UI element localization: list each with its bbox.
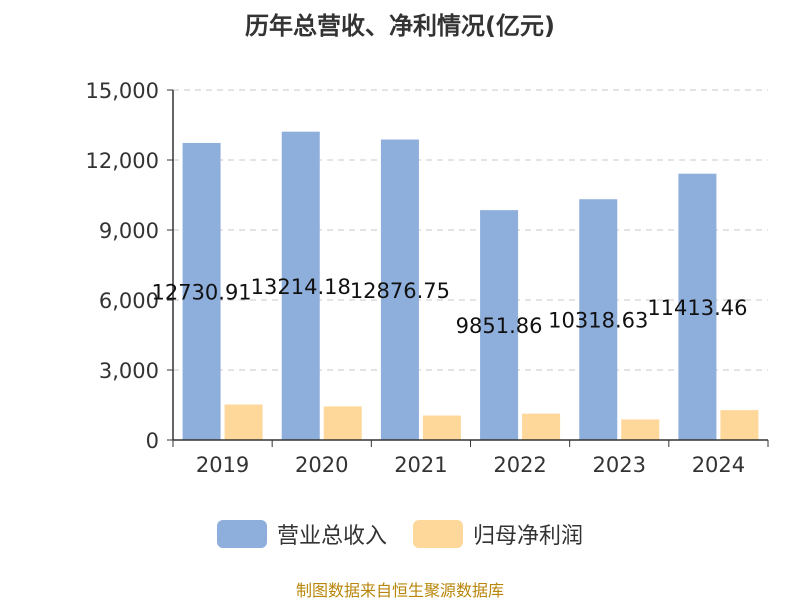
bar-profit [323,406,362,440]
legend-item-profit[interactable]: 归母净利润 [413,518,583,550]
bar-revenue [182,142,221,440]
bar-group [182,131,759,441]
data-label-revenue: 13214.18 [251,275,351,299]
x-tick-label: 2023 [593,453,646,477]
bar-profit [422,415,461,440]
y-tick-label: 0 [146,429,159,453]
legend-swatch-profit [413,520,463,548]
legend-swatch-revenue [216,520,267,548]
data-label-revenue: 9851.86 [456,314,543,338]
x-tick-label: 2020 [295,453,348,477]
y-tick-label: 6,000 [99,289,159,313]
chart-title: 历年总营收、净利情况(亿元) [245,12,555,40]
bar-revenue [480,210,519,440]
bar-revenue [281,131,320,440]
source-note: 制图数据来自恒生聚源数据库 [295,581,504,600]
data-label-revenue: 10318.63 [548,309,648,333]
legend-label-profit: 归母净利润 [473,524,584,549]
bar-revenue [380,139,419,441]
y-tick-label: 15,000 [86,79,159,103]
grid-lines [173,89,768,371]
x-tick-label: 2024 [692,453,745,477]
legend-item-revenue[interactable]: 营业总收入 [216,518,387,550]
data-label-revenue: 12730.91 [151,280,251,304]
bar-profit [621,419,660,440]
data-label-revenue: 12876.75 [350,279,450,303]
bar-profit [720,410,759,440]
data-label-revenue: 11413.46 [647,296,747,320]
y-tick-label: 12,000 [86,149,159,173]
y-tick-label: 3,000 [99,359,159,383]
bar-profit [224,404,263,440]
bar-profit [522,413,561,440]
x-tick-label: 2019 [196,453,249,477]
y-tick-label: 9,000 [99,219,159,243]
axes: 0 3,000 6,000 9,000 12,000 15,000 2019 2020 2021… [86,79,769,477]
x-tick-label: 2021 [394,453,447,477]
x-tick-label: 2022 [493,453,546,477]
legend-label-revenue: 营业总收入 [276,524,387,549]
legend: 营业总收入 归母净利润 [0,518,800,550]
bar-revenue [579,199,618,440]
bar-revenue [678,173,717,441]
